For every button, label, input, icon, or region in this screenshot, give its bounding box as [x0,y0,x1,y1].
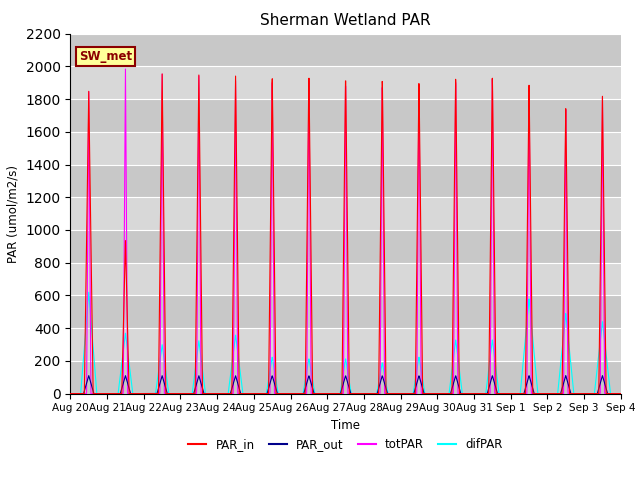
Y-axis label: PAR (umol/m2/s): PAR (umol/m2/s) [7,165,20,263]
Bar [70,132,621,165]
Bar [70,295,621,328]
Title: Sherman Wetland PAR: Sherman Wetland PAR [260,13,431,28]
Bar [70,66,621,99]
Text: SW_met: SW_met [79,50,132,63]
Bar [70,99,621,132]
Bar [70,34,621,66]
Bar [70,263,621,295]
X-axis label: Time: Time [331,419,360,432]
Bar [70,165,621,197]
Bar [70,197,621,230]
Legend: PAR_in, PAR_out, totPAR, difPAR: PAR_in, PAR_out, totPAR, difPAR [184,433,508,456]
Bar [70,361,621,394]
Bar [70,328,621,361]
Bar [70,230,621,263]
